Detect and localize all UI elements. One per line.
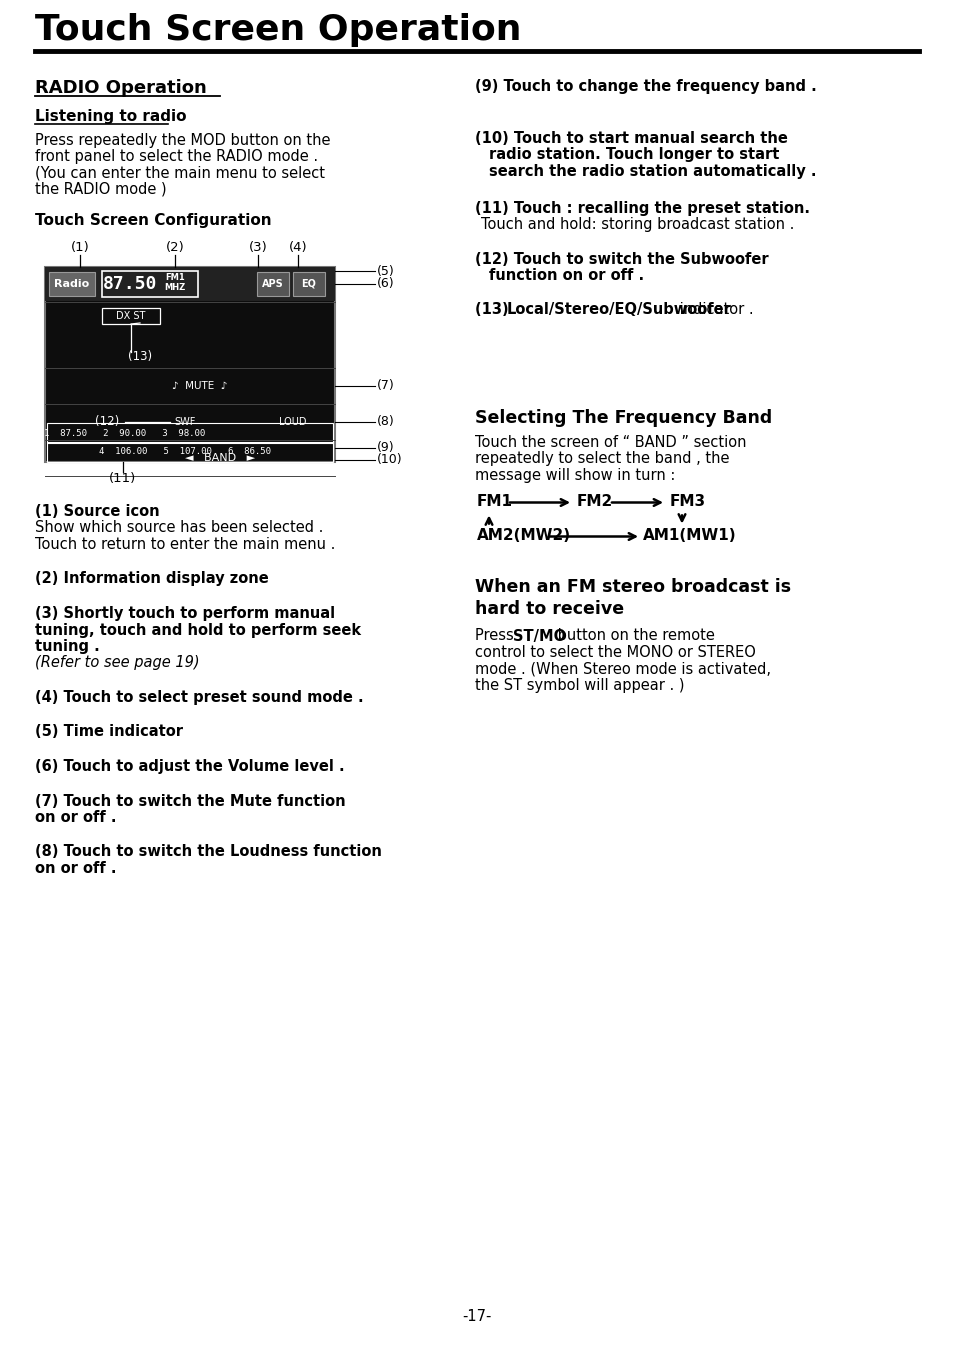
Text: message will show in turn :: message will show in turn : bbox=[475, 468, 675, 483]
Text: FM2: FM2 bbox=[577, 495, 613, 510]
Text: FM1: FM1 bbox=[165, 273, 185, 281]
Bar bbox=[45, 266, 335, 462]
Text: AM1(MW1): AM1(MW1) bbox=[642, 529, 736, 544]
Text: Touch and hold: storing broadcast station .: Touch and hold: storing broadcast statio… bbox=[480, 218, 794, 233]
Bar bbox=[45, 266, 335, 301]
Text: (13): (13) bbox=[128, 350, 152, 362]
Text: Touch the screen of “ BAND ” section: Touch the screen of “ BAND ” section bbox=[475, 435, 745, 450]
Text: repeatedly to select the band , the: repeatedly to select the band , the bbox=[475, 452, 729, 466]
Text: (11) Touch : recalling the preset station.: (11) Touch : recalling the preset statio… bbox=[475, 200, 809, 215]
Text: Show which source has been selected .: Show which source has been selected . bbox=[35, 521, 323, 535]
Text: LOUD: LOUD bbox=[279, 416, 307, 427]
Text: (9) Touch to change the frequency band .: (9) Touch to change the frequency band . bbox=[475, 78, 816, 95]
Text: DX ST: DX ST bbox=[116, 311, 146, 320]
Text: RADIO Operation: RADIO Operation bbox=[35, 78, 207, 97]
Text: Local/Stereo/EQ/Subwoofer: Local/Stereo/EQ/Subwoofer bbox=[506, 303, 731, 318]
Text: (4): (4) bbox=[289, 241, 307, 254]
Text: the ST symbol will appear . ): the ST symbol will appear . ) bbox=[475, 677, 684, 694]
Bar bbox=[49, 272, 95, 296]
Text: Radio: Radio bbox=[54, 279, 90, 289]
Text: hard to receive: hard to receive bbox=[475, 600, 623, 618]
Text: (4) Touch to select preset sound mode .: (4) Touch to select preset sound mode . bbox=[35, 690, 363, 704]
Text: FM3: FM3 bbox=[669, 495, 705, 510]
Text: Touch Screen Operation: Touch Screen Operation bbox=[35, 14, 521, 47]
Text: (5): (5) bbox=[376, 265, 395, 277]
Text: (2) Information display zone: (2) Information display zone bbox=[35, 572, 269, 587]
Text: (9): (9) bbox=[376, 442, 395, 454]
Text: 87.50: 87.50 bbox=[103, 274, 157, 293]
Text: APS: APS bbox=[262, 279, 284, 289]
Text: radio station. Touch longer to start: radio station. Touch longer to start bbox=[489, 147, 779, 162]
Bar bbox=[102, 270, 198, 297]
Text: Press repeatedly the MOD button on the: Press repeatedly the MOD button on the bbox=[35, 132, 330, 147]
Bar bbox=[47, 442, 333, 462]
Text: SWF: SWF bbox=[174, 416, 195, 427]
Text: -17-: -17- bbox=[462, 1309, 491, 1324]
Text: (7): (7) bbox=[376, 380, 395, 392]
Text: mode . (When Stereo mode is activated,: mode . (When Stereo mode is activated, bbox=[475, 661, 770, 676]
Text: ST/MO: ST/MO bbox=[513, 629, 565, 644]
Text: (10): (10) bbox=[376, 453, 402, 466]
Bar bbox=[102, 308, 160, 324]
Text: on or off .: on or off . bbox=[35, 861, 116, 876]
Text: Selecting The Frequency Band: Selecting The Frequency Band bbox=[475, 410, 771, 427]
Text: (3) Shortly touch to perform manual: (3) Shortly touch to perform manual bbox=[35, 606, 335, 621]
Text: EQ: EQ bbox=[301, 279, 316, 289]
Text: indicator .: indicator . bbox=[675, 303, 753, 318]
Text: control to select the MONO or STEREO: control to select the MONO or STEREO bbox=[475, 645, 755, 660]
Text: Touch Screen Configuration: Touch Screen Configuration bbox=[35, 214, 272, 228]
Text: (7) Touch to switch the Mute function: (7) Touch to switch the Mute function bbox=[35, 794, 345, 808]
Text: (11): (11) bbox=[110, 472, 136, 485]
Text: Touch to return to enter the main menu .: Touch to return to enter the main menu . bbox=[35, 537, 335, 552]
Text: search the radio station automatically .: search the radio station automatically . bbox=[489, 164, 816, 178]
Text: tuning, touch and hold to perform seek: tuning, touch and hold to perform seek bbox=[35, 622, 361, 638]
Text: ♪  MUTE  ♪: ♪ MUTE ♪ bbox=[172, 381, 228, 391]
Text: Press: Press bbox=[475, 629, 517, 644]
Text: MHZ: MHZ bbox=[164, 284, 186, 292]
Text: (10) Touch to start manual search the: (10) Touch to start manual search the bbox=[475, 131, 787, 146]
Text: (You can enter the main menu to select: (You can enter the main menu to select bbox=[35, 165, 325, 180]
Text: on or off .: on or off . bbox=[35, 810, 116, 825]
Text: the RADIO mode ): the RADIO mode ) bbox=[35, 181, 167, 196]
Text: (1) Source icon: (1) Source icon bbox=[35, 504, 159, 519]
Text: (13): (13) bbox=[475, 303, 514, 318]
Text: (6): (6) bbox=[376, 277, 395, 291]
Text: (5) Time indicator: (5) Time indicator bbox=[35, 725, 183, 740]
Text: button on the remote: button on the remote bbox=[553, 629, 714, 644]
Text: AM2(MW2): AM2(MW2) bbox=[476, 529, 571, 544]
Text: (8): (8) bbox=[376, 415, 395, 429]
Text: (3): (3) bbox=[249, 241, 267, 254]
Text: function on or off .: function on or off . bbox=[489, 268, 643, 283]
Text: (12) Touch to switch the Subwoofer: (12) Touch to switch the Subwoofer bbox=[475, 251, 768, 266]
Bar bbox=[256, 272, 289, 296]
Text: tuning .: tuning . bbox=[35, 639, 100, 654]
Text: (6) Touch to adjust the Volume level .: (6) Touch to adjust the Volume level . bbox=[35, 758, 344, 773]
Bar bbox=[47, 423, 333, 443]
Text: (Refer to see page 19): (Refer to see page 19) bbox=[35, 656, 199, 671]
Text: When an FM stereo broadcast is: When an FM stereo broadcast is bbox=[475, 579, 790, 596]
Text: (2): (2) bbox=[166, 241, 184, 254]
Text: ◄   BAND   ►: ◄ BAND ► bbox=[185, 453, 254, 462]
Text: (12): (12) bbox=[94, 415, 119, 429]
Text: (1): (1) bbox=[71, 241, 90, 254]
Text: 4  106.00   5  107.00   6  86.50: 4 106.00 5 107.00 6 86.50 bbox=[99, 448, 271, 457]
Text: front panel to select the RADIO mode .: front panel to select the RADIO mode . bbox=[35, 149, 317, 164]
Text: Listening to radio: Listening to radio bbox=[35, 110, 186, 124]
Bar bbox=[293, 272, 325, 296]
Text: (8) Touch to switch the Loudness function: (8) Touch to switch the Loudness functio… bbox=[35, 845, 381, 860]
Text: 1  87.50   2  90.00   3  98.00: 1 87.50 2 90.00 3 98.00 bbox=[45, 429, 206, 438]
Text: FM1: FM1 bbox=[476, 495, 513, 510]
